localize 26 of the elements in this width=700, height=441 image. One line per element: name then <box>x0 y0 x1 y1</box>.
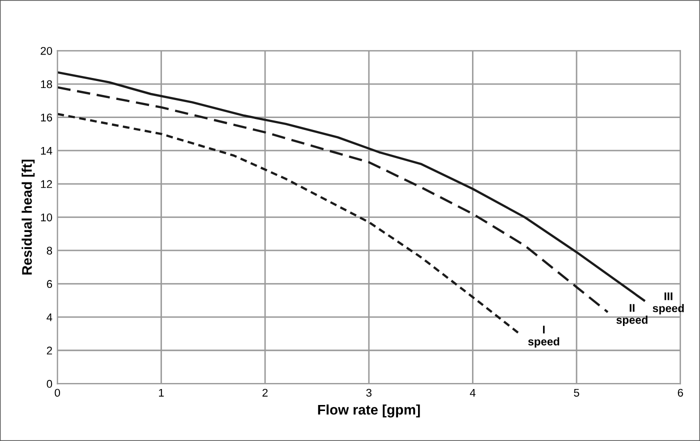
y-tick-label: 20 <box>40 46 52 55</box>
x-tick-label: 0 <box>54 388 60 397</box>
y-tick-label: 12 <box>41 180 52 188</box>
y-tick-label: 8 <box>46 246 52 255</box>
y-tick-label: 2 <box>46 346 52 354</box>
x-axis-title: Flow rate [gpm] <box>318 404 420 418</box>
y-tick-label: 0 <box>46 380 52 388</box>
y-tick-label: 14 <box>41 146 52 155</box>
y-tick-label: 10 <box>41 213 52 222</box>
y-tick-label: 4 <box>46 313 52 322</box>
line-series <box>57 112 521 335</box>
line-series <box>57 71 646 302</box>
x-tick-label: 2 <box>262 388 268 397</box>
y-axis-title: Residual head [ft] <box>22 160 35 275</box>
series-label: III speed <box>652 292 684 314</box>
y-tick-label: 18 <box>41 80 52 88</box>
x-tick-label: 1 <box>158 388 164 397</box>
x-tick-label: 3 <box>366 388 372 397</box>
series-label: II speed <box>616 304 648 326</box>
line-series <box>57 86 609 314</box>
series-label: I speed <box>528 326 560 348</box>
x-tick-label: 4 <box>470 388 476 397</box>
y-tick-label: 6 <box>46 280 52 288</box>
x-tick-label: 6 <box>678 388 683 397</box>
y-tick-label: 16 <box>41 114 52 122</box>
x-tick-label: 5 <box>574 388 580 397</box>
